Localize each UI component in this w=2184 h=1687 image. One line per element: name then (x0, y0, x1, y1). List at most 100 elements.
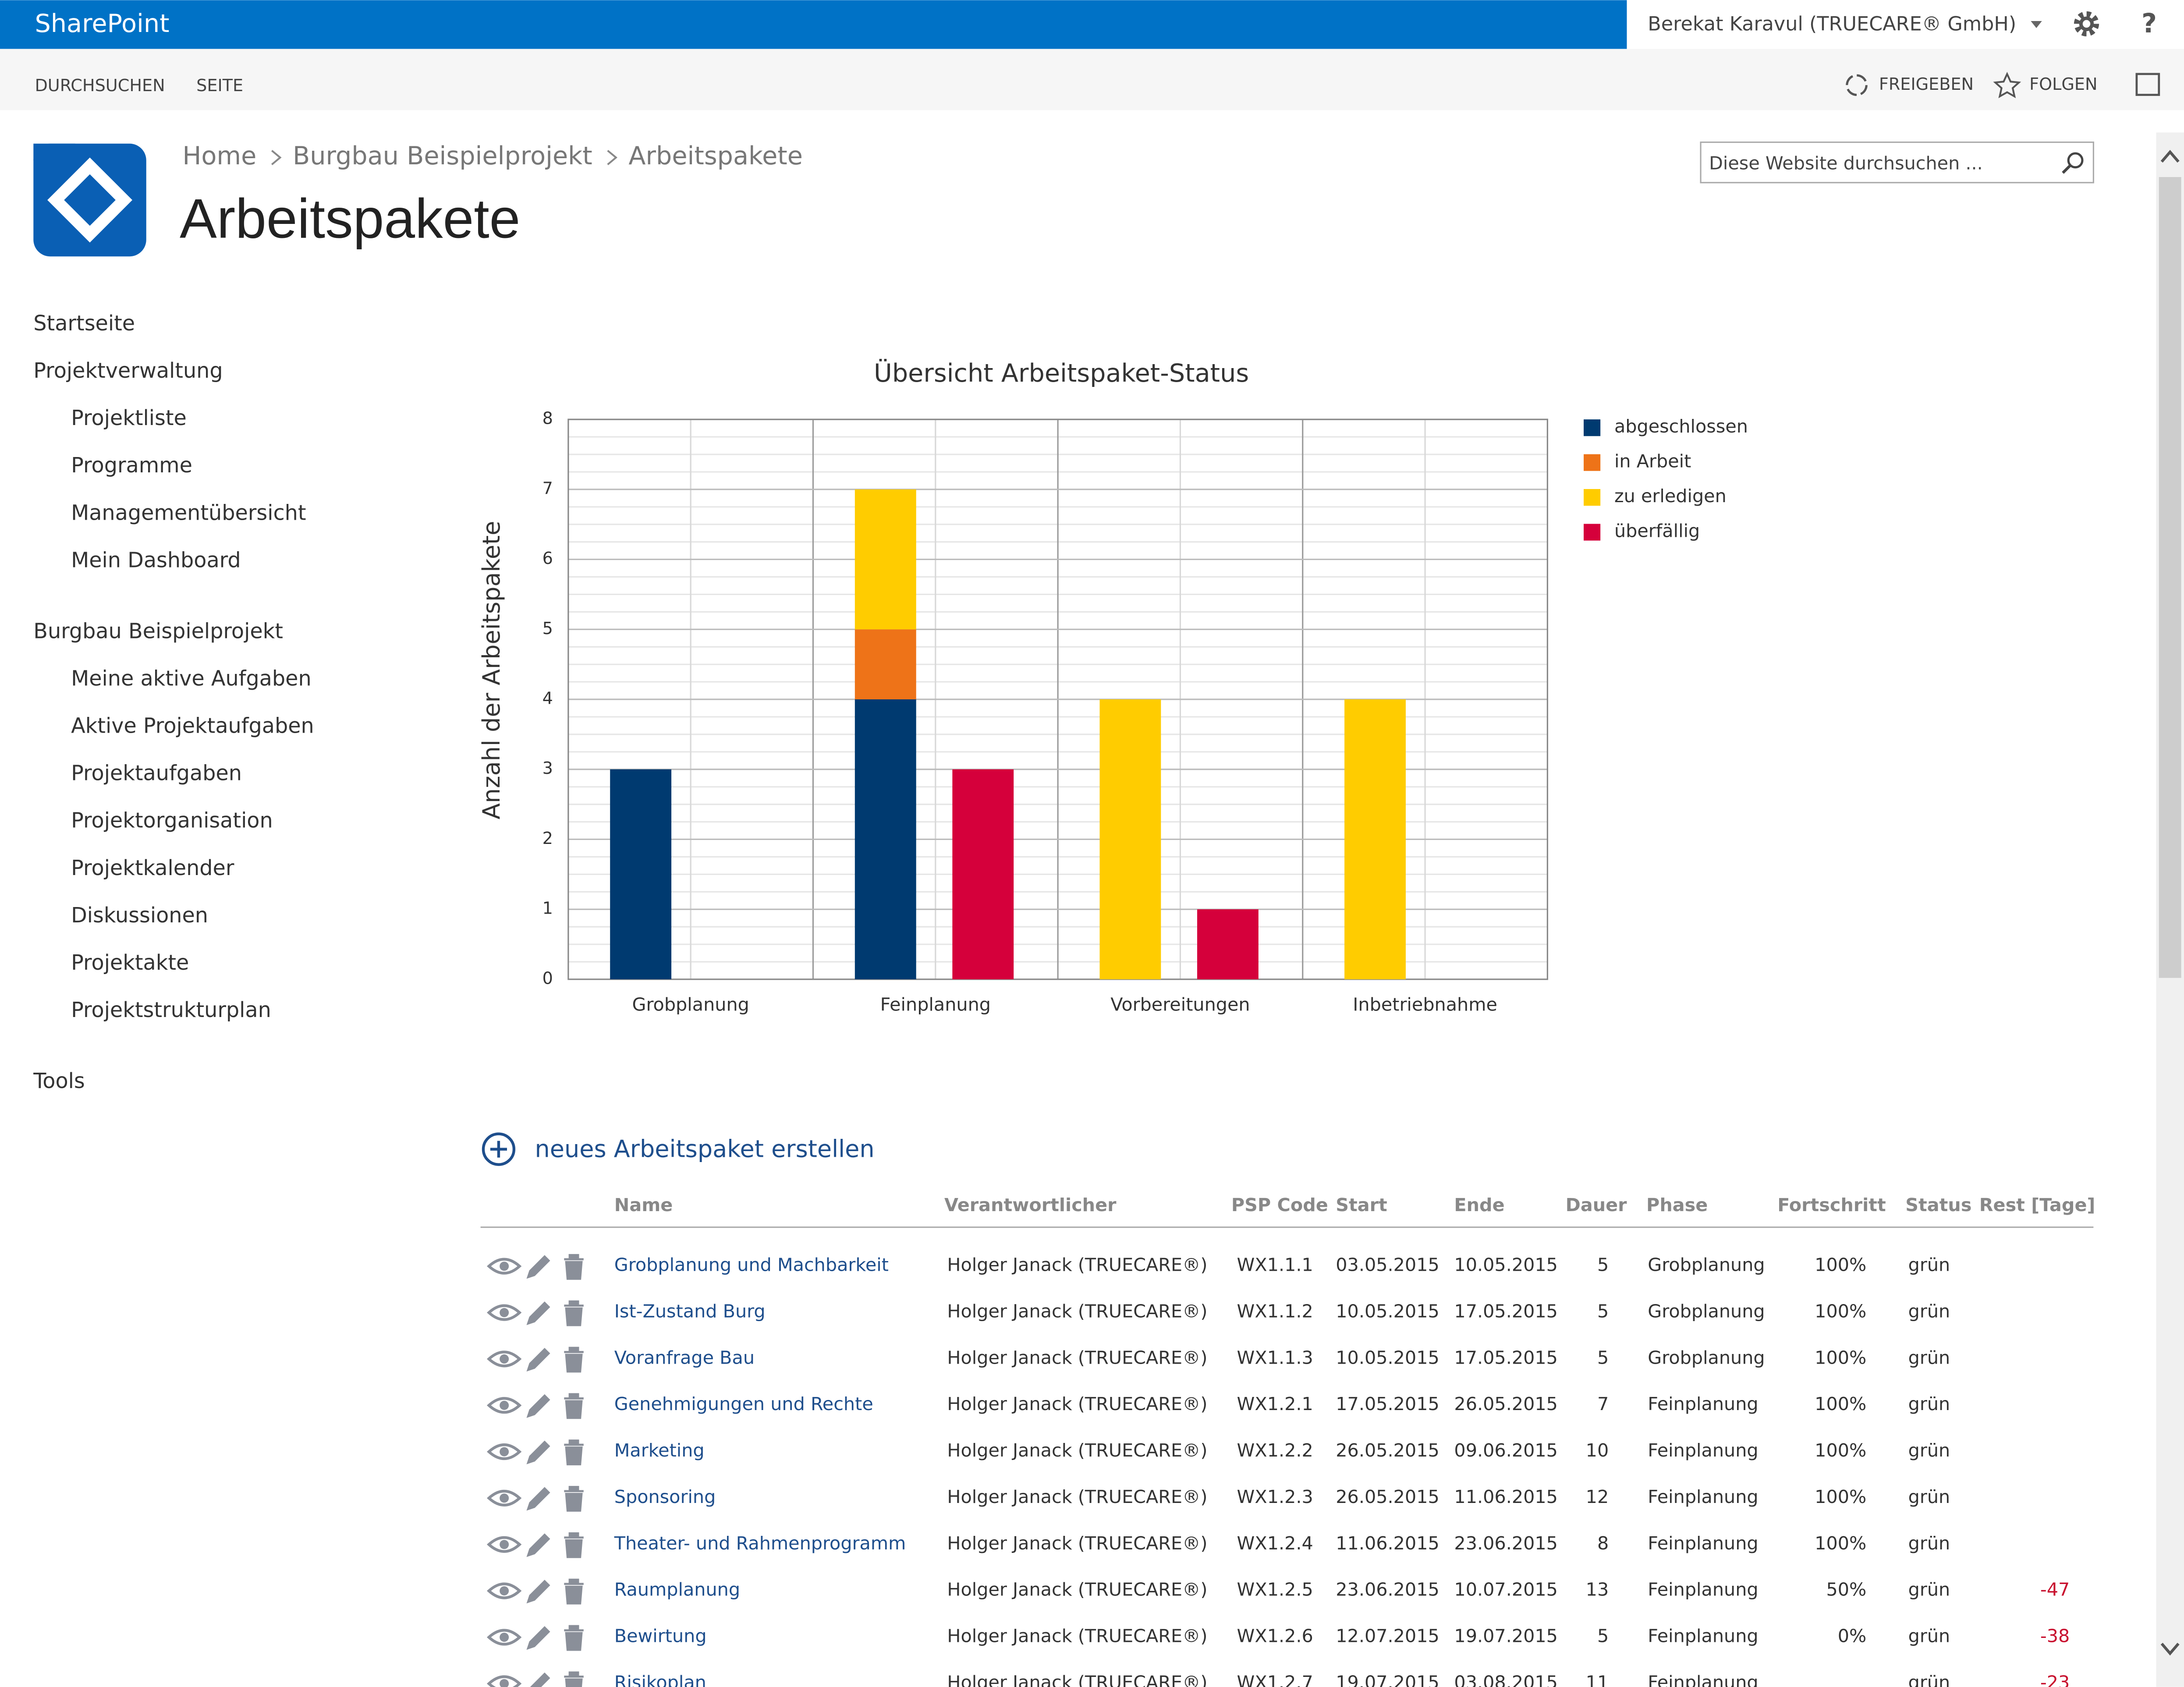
table-cell: 03.08.2015 (1454, 1672, 1558, 1687)
edit-icon[interactable] (526, 1580, 550, 1604)
column-header[interactable]: Rest [Tage] (1979, 1194, 2095, 1216)
delete-icon[interactable] (564, 1532, 584, 1558)
ribbon-tab[interactable]: DURCHSUCHEN (35, 76, 165, 95)
view-icon[interactable] (486, 1443, 522, 1460)
nav-heading[interactable]: Startseite (33, 312, 135, 336)
nav-item[interactable]: Aktive Projektaufgaben (71, 714, 314, 738)
row-link[interactable]: Raumplanung (614, 1579, 740, 1600)
row-link[interactable]: Theater- und Rahmenprogramm (614, 1533, 906, 1554)
column-header[interactable]: PSP Code (1231, 1194, 1328, 1216)
view-icon[interactable] (486, 1304, 522, 1321)
row-link[interactable]: Sponsoring (614, 1486, 716, 1507)
breadcrumb-item[interactable]: Burgbau Beispielprojekt (293, 142, 592, 170)
scroll-up[interactable] (2160, 149, 2180, 163)
column-header[interactable]: Phase (1646, 1194, 1708, 1216)
settings-icon[interactable] (2074, 11, 2099, 37)
edit-icon[interactable] (526, 1347, 550, 1372)
nav-item[interactable]: Projektliste (71, 406, 187, 430)
y-tick-label: 3 (542, 758, 553, 778)
breadcrumb-item[interactable]: Home (182, 142, 256, 170)
row-link[interactable]: Ist-Zustand Burg (614, 1301, 766, 1322)
nav-item[interactable]: Mein Dashboard (71, 548, 241, 572)
scrollbar-thumb[interactable] (2159, 177, 2181, 978)
delete-icon[interactable] (564, 1254, 584, 1280)
nav-item[interactable]: Meine aktive Aufgaben (71, 667, 312, 691)
user-menu[interactable]: Berekat Karavul (TRUECARE® GmbH) (1648, 13, 2016, 35)
view-icon[interactable] (486, 1536, 522, 1553)
eye-shape (486, 1675, 522, 1687)
nav-item[interactable]: Projektaufgaben (71, 762, 242, 786)
view-icon[interactable] (486, 1258, 522, 1275)
help-icon[interactable]: ? (2141, 8, 2157, 39)
edit-icon[interactable] (526, 1487, 550, 1511)
view-icon[interactable] (486, 1350, 522, 1368)
row-link[interactable]: Risikoplan (614, 1672, 706, 1687)
create-icon[interactable] (482, 1132, 516, 1166)
search-icon[interactable] (2062, 152, 2084, 174)
search-box[interactable] (1700, 142, 2094, 184)
nav-item[interactable]: Programme (71, 454, 192, 478)
column-header[interactable]: Verantwortlicher (944, 1194, 1117, 1216)
nav-heading[interactable]: Tools (33, 1069, 85, 1093)
edit-icon[interactable] (526, 1440, 550, 1464)
nav-item[interactable]: Projektakte (71, 951, 189, 975)
delete-icon[interactable] (564, 1347, 584, 1373)
row-link[interactable]: Marketing (614, 1440, 705, 1461)
delete-icon[interactable] (564, 1625, 584, 1651)
row-link[interactable]: Bewirtung (614, 1625, 707, 1646)
table-cell: grün (1908, 1579, 1950, 1600)
delete-icon[interactable] (564, 1439, 584, 1466)
view-icon[interactable] (486, 1397, 522, 1414)
delete-icon[interactable] (564, 1486, 584, 1512)
table-cell: 17.05.2015 (1454, 1347, 1558, 1368)
nav-heading[interactable]: Burgbau Beispielprojekt (33, 619, 283, 643)
nav-item[interactable]: Projektorganisation (71, 809, 273, 833)
nav-item[interactable]: Projektstrukturplan (71, 998, 271, 1022)
delete-icon[interactable] (564, 1393, 584, 1419)
nav-item[interactable]: Managementübersicht (71, 501, 306, 525)
scroll-down[interactable] (2160, 1643, 2180, 1656)
row-link[interactable]: Grobplanung und Machbarkeit (614, 1255, 889, 1276)
nav-item[interactable]: Projektkalender (71, 856, 234, 880)
search-placeholder[interactable]: Diese Website durchsuchen ... (1709, 152, 1983, 174)
table-cell: 17.05.2015 (1454, 1301, 1558, 1322)
delete-icon[interactable] (564, 1300, 584, 1326)
column-header[interactable]: Dauer (1566, 1194, 1627, 1216)
focus-icon[interactable] (2135, 73, 2160, 96)
view-icon[interactable] (486, 1489, 522, 1506)
row-link[interactable]: Voranfrage Bau (614, 1347, 755, 1368)
site-logo[interactable] (33, 143, 146, 257)
share-button[interactable]: FREIGEBEN (1879, 74, 1974, 94)
row-link[interactable]: Genehmigungen und Rechte (614, 1393, 873, 1414)
nav-heading[interactable]: Projektverwaltung (33, 359, 223, 383)
column-header[interactable]: Ende (1454, 1194, 1504, 1216)
table-cell: Holger Janack (TRUECARE®) (947, 1625, 1207, 1646)
column-header[interactable]: Name (614, 1194, 673, 1216)
follow-button[interactable]: FOLGEN (2029, 74, 2097, 94)
create-link[interactable]: neues Arbeitspaket erstellen (535, 1135, 875, 1163)
edit-icon[interactable] (527, 1672, 550, 1687)
column-header[interactable]: Fortschritt (1777, 1194, 1886, 1216)
nav-item[interactable]: Diskussionen (71, 904, 208, 928)
edit-icon[interactable] (526, 1255, 550, 1279)
column-header[interactable]: Start (1336, 1194, 1387, 1216)
edit-icon[interactable] (526, 1394, 550, 1418)
table-cell: WX1.1.3 (1237, 1347, 1313, 1368)
table-cell: 50% (1826, 1579, 1866, 1600)
table-cell: WX1.2.6 (1237, 1625, 1313, 1646)
delete-icon[interactable] (564, 1578, 584, 1605)
table-cell: Feinplanung (1648, 1393, 1758, 1414)
breadcrumb: Home Burgbau Beispielprojekt Arbeitspakete (182, 142, 803, 170)
delete-icon[interactable] (564, 1671, 584, 1687)
view-icon[interactable] (486, 1582, 522, 1599)
view-icon[interactable] (486, 1629, 522, 1646)
edit-icon[interactable] (526, 1533, 550, 1557)
view-icon[interactable] (486, 1675, 522, 1687)
brand[interactable]: SharePoint (35, 9, 169, 38)
edit-icon[interactable] (526, 1301, 550, 1326)
ribbon-tab[interactable]: SEITE (196, 76, 243, 95)
bar (854, 629, 916, 700)
edit-icon[interactable] (526, 1626, 550, 1650)
table-cell: 11.06.2015 (1454, 1486, 1558, 1507)
column-header[interactable]: Status (1905, 1194, 1971, 1216)
